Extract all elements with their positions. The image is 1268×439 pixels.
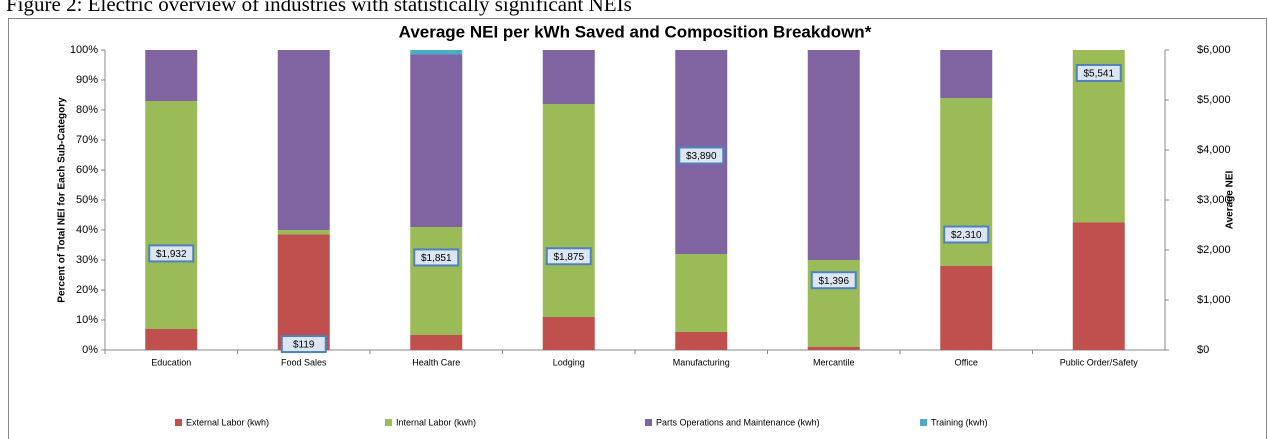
bar-segment [145,50,198,101]
bar-segment [542,317,595,350]
data-label-box [545,247,592,266]
data-label: $1,875 [553,252,584,263]
data-label: $3,890 [686,151,717,162]
chart-frame [8,18,1267,439]
data-label-box [810,271,857,290]
x-tick-label: Food Sales [281,357,327,367]
caption: Figure 2: Electric overview of industrie… [6,0,632,16]
y-tick-label: 80% [76,104,98,116]
chart-title: Average NEI per kWh Saved and Compositio… [399,22,872,41]
data-label: $1,932 [156,249,187,260]
y2-tick-label: $3,000 [1197,194,1231,206]
y-tick-label: 70% [76,134,98,146]
x-tick-label: Education [151,357,191,367]
y2-axis-label: Average NEI [1225,171,1236,230]
bar-segment [542,50,595,104]
data-label-box [148,244,195,263]
y2-tick-label: $2,000 [1197,244,1231,256]
data-label: $1,851 [421,253,452,264]
data-label: $119 [293,340,315,351]
legend-swatch [385,419,392,426]
y-tick-label: 60% [76,164,98,176]
y-tick-label: 100% [70,44,98,56]
legend-label: Internal Labor (kwh) [396,417,476,427]
y2-tick-label: $6,000 [1197,44,1231,56]
bar-segment [410,54,463,227]
y-tick-label: 10% [76,314,98,326]
bar-segment [675,332,728,350]
data-label: $2,310 [951,230,982,241]
bar-segment [940,50,993,98]
data-label: $5,541 [1083,69,1114,80]
x-tick-label: Office [955,357,978,367]
bar-segment [277,50,330,230]
y-tick-label: 30% [76,254,98,266]
legend-label: External Labor (kwh) [186,417,269,427]
data-label-box [413,248,460,267]
y-tick-label: 50% [76,194,98,206]
bar-segment [410,227,463,335]
data-label-box [943,225,990,244]
y-tick-label: 0% [82,344,98,356]
y2-tick-label: $4,000 [1197,144,1231,156]
y-tick-label: 40% [76,224,98,236]
bar-segment [277,234,330,350]
legend-swatch [920,419,927,426]
bar-segment [807,50,860,260]
bar-segment [145,329,198,350]
bar-segment [410,335,463,350]
x-tick-label: Manufacturing [673,357,730,367]
bar-segment [277,230,330,235]
x-tick-label: Public Order/Safety [1060,357,1139,367]
bar-segment [542,104,595,317]
y-tick-label: 20% [76,284,98,296]
bar-segment [807,347,860,350]
data-label-box [678,146,725,165]
x-tick-label: Lodging [553,357,585,367]
bar-segment [410,50,463,55]
y-tick-label: 90% [76,74,98,86]
data-label-box [1075,63,1122,82]
y2-tick-label: $5,000 [1197,94,1231,106]
bar-segment [940,266,993,350]
x-tick-label: Health Care [412,357,460,367]
bar-segment [675,254,728,332]
data-label-box [280,335,327,354]
legend-label: Parts Operations and Maintenance (kwh) [656,417,820,427]
legend-swatch [645,419,652,426]
y2-tick-label: $1,000 [1197,294,1231,306]
y2-tick-label: $0 [1197,344,1209,356]
legend-swatch [175,419,182,426]
data-label: $1,396 [818,276,849,287]
legend-label: Training (kwh) [931,417,988,427]
bar-segment [145,101,198,329]
x-tick-label: Mercantile [813,357,855,367]
y-axis-label: Percent of Total NEI for Each Sub-Catego… [57,97,68,303]
bar-segment [1072,222,1125,350]
